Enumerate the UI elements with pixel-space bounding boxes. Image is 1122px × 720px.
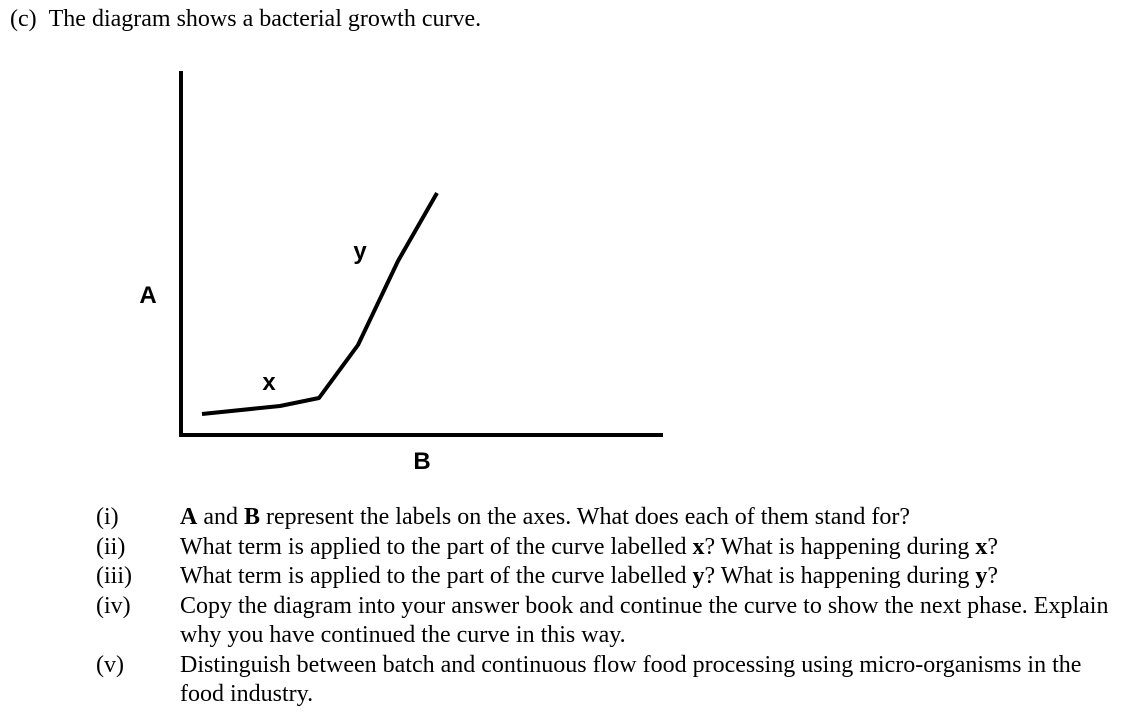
- sub-question-text: Copy the diagram into your answer book a…: [180, 592, 1110, 651]
- sub-question-text: Distinguish between batch and continuous…: [180, 651, 1110, 710]
- sub-question: (i) A and B represent the labels on the a…: [0, 503, 1122, 533]
- sub-question-text: What term is applied to the part of the …: [180, 562, 1110, 592]
- sub-question: (iv) Copy the diagram into your answer bo…: [0, 592, 1122, 651]
- y-axis-label: A: [139, 282, 156, 309]
- bold-term: x: [975, 533, 988, 560]
- text-run: ?: [987, 563, 998, 589]
- segment-label-y: y: [353, 238, 367, 265]
- text-run: ? What is happening during: [704, 563, 976, 589]
- text-run: What term is applied to the part of the …: [180, 533, 693, 560]
- question-list: (i) A and B represent the labels on the a…: [0, 503, 1122, 710]
- bold-term: y: [975, 563, 988, 589]
- sub-question-text: What term is applied to the part of the …: [180, 533, 1110, 563]
- question-intro-text: The diagram shows a bacterial growth cur…: [48, 6, 482, 32]
- growth-curve: [201, 192, 439, 416]
- text-run: and: [197, 504, 244, 530]
- text-run: represent the labels on the axes. What d…: [260, 504, 910, 530]
- sub-question-number: (iv): [96, 592, 131, 619]
- bold-term: B: [244, 504, 261, 530]
- sub-question-number: (i): [96, 504, 119, 530]
- sub-question-number: (v): [96, 651, 124, 678]
- sub-question-text: A and B represent the labels on the axes…: [180, 503, 1110, 533]
- bold-term: y: [692, 563, 705, 589]
- text-run: ? What is happening during: [704, 533, 976, 560]
- sub-question: (iii) What term is applied to the part of…: [0, 562, 1122, 592]
- text-run: Copy the diagram into your answer book a…: [180, 592, 1109, 649]
- text-run: ?: [987, 533, 998, 560]
- sub-question: (ii) What term is applied to the part of …: [0, 533, 1122, 563]
- sub-question-number: (iii): [96, 563, 132, 589]
- segment-label-x: x: [262, 369, 276, 396]
- question-part-label: (c): [10, 6, 37, 32]
- sub-question-number: (ii): [96, 533, 126, 560]
- sub-question: (v) Distinguish between batch and continu…: [0, 651, 1122, 710]
- text-run: Distinguish between batch and continuous…: [180, 651, 1082, 708]
- bold-term: x: [692, 533, 705, 560]
- text-run: What term is applied to the part of the …: [180, 563, 693, 589]
- x-axis-label: B: [413, 448, 430, 475]
- bold-term: A: [180, 504, 198, 530]
- question-intro: (c) The diagram shows a bacterial growth …: [10, 4, 481, 34]
